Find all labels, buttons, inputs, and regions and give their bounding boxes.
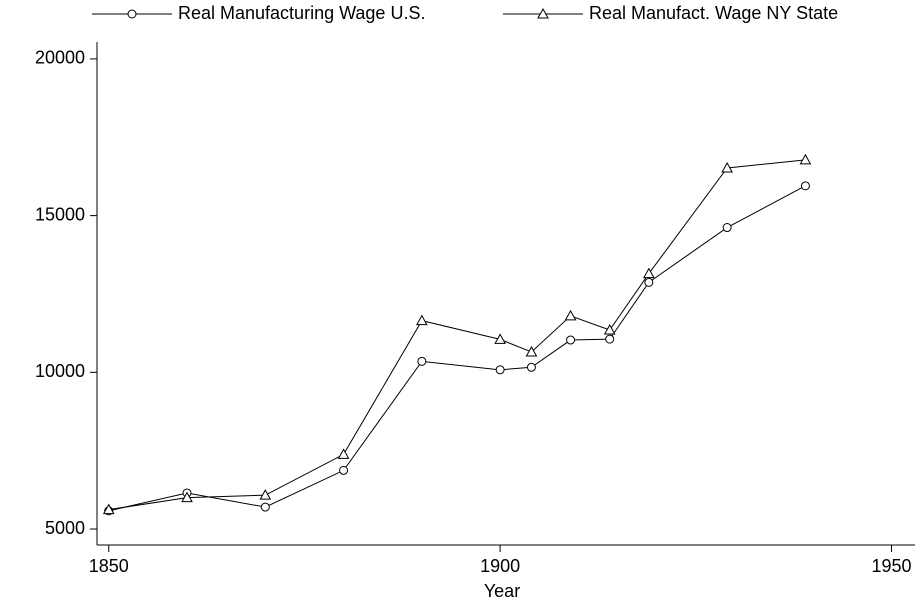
point (259, 489, 272, 500)
point (644, 277, 654, 287)
point (417, 356, 427, 366)
x-axis-label: Year (484, 581, 520, 601)
point (525, 345, 538, 357)
point (526, 362, 536, 372)
point (603, 323, 616, 335)
x-tick-label: 1900 (480, 556, 520, 576)
point (721, 161, 733, 173)
point (416, 314, 428, 326)
point (800, 181, 810, 191)
y-tick-label: 5000 (45, 518, 85, 538)
legend-label: Real Manufacturing Wage U.S. (178, 3, 425, 23)
point (494, 333, 506, 344)
point (260, 502, 270, 512)
x-tick-label: 1950 (871, 556, 911, 576)
point (102, 503, 115, 515)
point (605, 334, 615, 344)
point (181, 491, 193, 503)
legend-marker (127, 9, 137, 19)
y-tick-label: 15000 (35, 204, 85, 224)
point (722, 223, 732, 233)
point (564, 309, 577, 321)
y-tick-label: 20000 (35, 48, 85, 68)
legend-label: Real Manufact. Wage NY State (589, 3, 838, 23)
point (339, 465, 349, 475)
series-line (108, 185, 806, 512)
legend-marker (537, 7, 549, 19)
x-tick-label: 1850 (89, 556, 129, 576)
series-line (108, 159, 806, 511)
point (643, 267, 655, 279)
y-tick-label: 10000 (35, 361, 85, 381)
point (799, 153, 812, 165)
point (566, 335, 576, 345)
point (495, 365, 505, 375)
point (337, 448, 350, 459)
